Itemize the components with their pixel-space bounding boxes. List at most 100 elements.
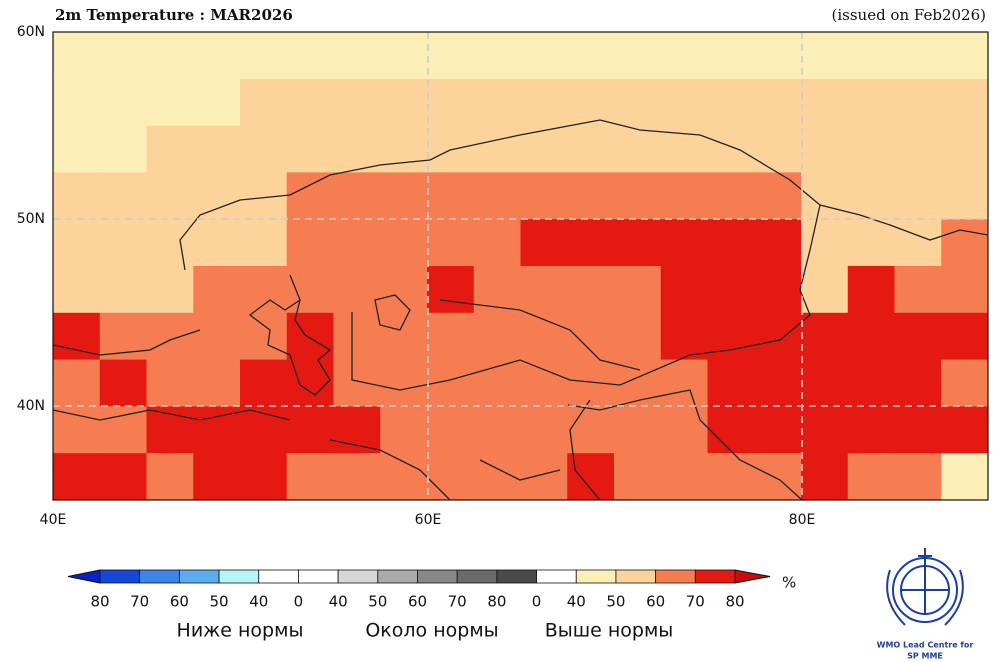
cell <box>193 32 241 80</box>
cell <box>801 406 849 454</box>
cell <box>333 359 381 407</box>
cell <box>754 32 802 80</box>
cell <box>53 78 101 127</box>
colorbar-box <box>218 569 260 584</box>
cell <box>754 266 802 314</box>
cell <box>99 266 147 314</box>
cell <box>473 78 521 127</box>
issued: (issued on Feb2026) <box>831 6 986 24</box>
colorbar-tick: 80 <box>725 593 744 611</box>
cell <box>754 312 802 361</box>
cell <box>146 172 194 220</box>
cell <box>380 266 428 314</box>
colorbar-box <box>615 569 657 584</box>
cell <box>941 125 989 173</box>
cell <box>53 266 101 314</box>
cell <box>427 219 475 267</box>
cell <box>614 32 662 80</box>
cell <box>801 32 849 80</box>
cell <box>754 125 802 173</box>
cell <box>660 172 708 220</box>
colorbar-tick: 50 <box>210 593 229 611</box>
cell <box>801 266 849 314</box>
cell <box>53 32 101 80</box>
cell <box>146 219 194 267</box>
cell <box>427 172 475 220</box>
cell <box>520 32 568 80</box>
cell <box>567 219 615 267</box>
lat-label: 50N <box>17 211 45 227</box>
cell <box>847 78 895 127</box>
colorbar-box <box>258 569 299 584</box>
colorbar-tick: 70 <box>130 593 149 611</box>
group-label: Ниже нормы <box>177 620 304 642</box>
cell <box>99 125 147 173</box>
title: 2m Temperature : MAR2026 <box>55 6 293 24</box>
cell <box>380 406 428 454</box>
cell <box>614 312 662 361</box>
caspian <box>248 274 332 396</box>
cell <box>707 219 755 267</box>
cell <box>660 219 708 267</box>
colorbar-extend <box>734 569 771 584</box>
cell <box>473 266 521 314</box>
lat-label: 40N <box>17 398 45 414</box>
colorbar-box <box>655 569 696 584</box>
cell <box>380 78 428 127</box>
cell <box>567 32 615 80</box>
group-label: Около нормы <box>365 620 498 642</box>
frame <box>52 31 989 501</box>
logo-star <box>918 548 932 566</box>
cell <box>53 219 101 267</box>
aral <box>374 294 411 331</box>
borders <box>52 119 989 501</box>
cell <box>941 453 989 501</box>
cell <box>520 125 568 173</box>
cell <box>427 266 475 314</box>
cell <box>240 453 288 501</box>
colorbar-tick: 40 <box>329 593 348 611</box>
cell <box>193 266 241 314</box>
colorbar-tick: 0 <box>532 593 542 611</box>
cell <box>53 172 101 220</box>
cell <box>380 219 428 267</box>
cell <box>941 266 989 314</box>
cell <box>380 172 428 220</box>
cell <box>894 359 942 407</box>
cell <box>847 312 895 361</box>
colorbar: 80 70 60 50 40 0 40 50 60 70 80 0 40 50 60 70 80 <box>67 569 771 611</box>
cell <box>146 266 194 314</box>
cell <box>707 406 755 454</box>
graticule <box>53 32 988 500</box>
cell <box>707 32 755 80</box>
cell <box>614 406 662 454</box>
cell <box>473 359 521 407</box>
colorbar-box <box>456 569 498 584</box>
cell <box>333 32 381 80</box>
cell <box>333 453 381 501</box>
cell <box>707 125 755 173</box>
cell <box>333 406 381 454</box>
cell <box>333 266 381 314</box>
colorbar-tick: 80 <box>90 593 109 611</box>
cell <box>53 453 101 501</box>
cell <box>240 312 288 361</box>
cell <box>427 406 475 454</box>
cell <box>847 172 895 220</box>
cell <box>567 266 615 314</box>
wmo-logo <box>886 548 964 626</box>
cell <box>660 32 708 80</box>
colorbar-tick: 70 <box>448 593 467 611</box>
cell <box>754 172 802 220</box>
cell <box>380 359 428 407</box>
colorbar-box <box>99 569 141 584</box>
cell <box>193 359 241 407</box>
cell <box>567 172 615 220</box>
cell <box>801 312 849 361</box>
cell <box>99 172 147 220</box>
cell <box>193 78 241 127</box>
cell <box>380 453 428 501</box>
cell <box>847 359 895 407</box>
